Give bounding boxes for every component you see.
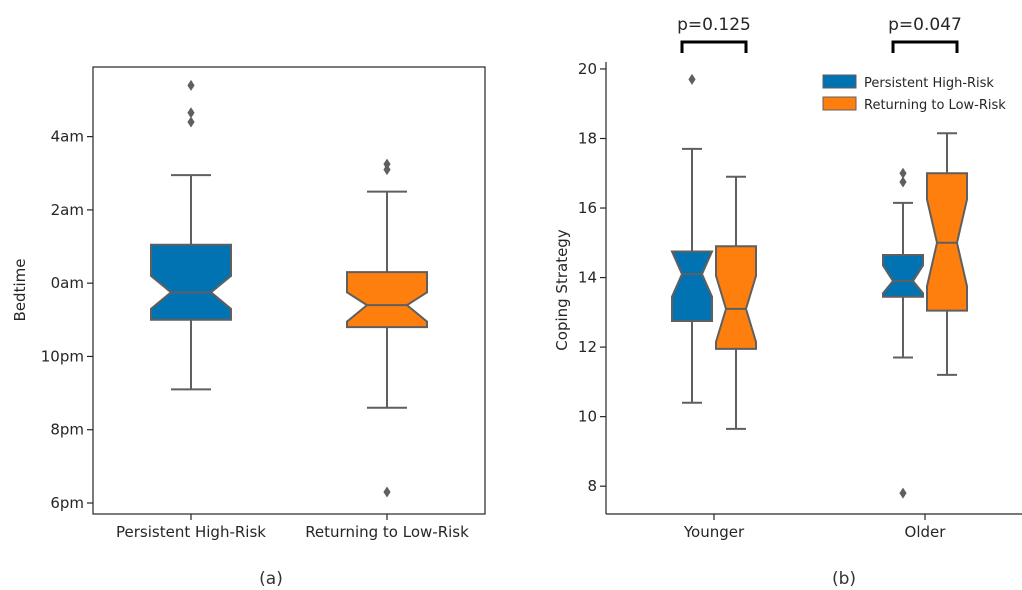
panel-b-axis-spines — [605, 62, 1022, 515]
p-value-label: p=0.047 — [888, 15, 962, 35]
panel-a-axes-frame — [92, 66, 486, 515]
panel-a-persistent-high-risk-outlier — [187, 107, 195, 119]
panel-b-y-tick-label: 16 — [578, 199, 597, 217]
panel-a-y-ticks: 6pm 8pm 10pm 0am 2am 4am — [41, 128, 93, 512]
panel-b-y-tick-label: 8 — [587, 477, 597, 495]
panel-b-y-tick-label: 12 — [578, 338, 597, 356]
panel-b-y-ticks: 8 10 12 14 16 18 20 — [578, 60, 606, 495]
panel-b-persistent-high-risk-younger-notched-box — [670, 250, 714, 323]
panel-a-boxes — [150, 79, 428, 498]
panel-b-coping-chart: 8 10 12 14 16 18 20 Younger Older p=0.125 p=0.04… — [553, 15, 1022, 589]
legend-swatch-persistent-high-risk — [822, 74, 857, 89]
legend-swatch-returning-to-low-risk — [822, 96, 857, 111]
significance-bracket — [891, 40, 959, 53]
panel-b-boxes — [670, 73, 968, 499]
legend-label-returning-to-low-risk: Returning to Low-Risk — [864, 98, 1006, 113]
panel-a-x-tick-label: Returning to Low-Risk — [305, 523, 469, 541]
panel-b-legend: Persistent High-Risk Returning to Low-Ri… — [822, 74, 1006, 113]
panel-a-y-tick-label: 4am — [51, 128, 84, 146]
p-value-label: p=0.125 — [677, 15, 751, 35]
panel-a-y-tick-label: 8pm — [50, 421, 84, 439]
panel-a-returning-to-low-risk-box — [346, 158, 428, 498]
panel-a-persistent-high-risk-outlier — [187, 116, 195, 128]
panel-a-y-tick-label: 0am — [51, 274, 84, 292]
panel-b-persistent-high-risk-older-outlier — [899, 167, 907, 179]
panel-b-x-tick-label: Younger — [683, 523, 745, 541]
panel-a-x-ticks: Persistent High-Risk Returning to Low-Ris… — [116, 514, 469, 541]
panel-a-returning-to-low-risk-outlier — [383, 486, 391, 498]
panel-a-returning-to-low-risk-outlier — [383, 158, 391, 170]
panel-b-x-ticks: Younger Older — [683, 514, 946, 541]
panel-b-returning-to-low-risk-younger-box — [715, 175, 757, 430]
panel-b-persistent-high-risk-older-notched-box — [882, 253, 924, 298]
panel-a-returning-to-low-risk-notched-box — [346, 271, 428, 329]
panel-b-persistent-high-risk-younger-box — [670, 73, 714, 404]
panel-b-significance-brackets: p=0.125 p=0.047 — [677, 15, 962, 53]
panel-a-persistent-high-risk-notched-box — [150, 243, 232, 321]
panel-a-persistent-high-risk-outlier — [187, 79, 195, 91]
legend-label-persistent-high-risk: Persistent High-Risk — [864, 76, 994, 91]
panel-b-returning-to-low-risk-older-box — [926, 132, 968, 376]
panel-a-bedtime-chart: 6pm 8pm 10pm 0am 2am 4am Persistent High-Risk… — [11, 66, 486, 589]
panel-b-caption: (b) — [832, 569, 856, 589]
significance-bracket — [680, 40, 748, 53]
panel-b-returning-to-low-risk-younger-notched-box — [715, 245, 757, 350]
panel-a-y-tick-label: 6pm — [50, 494, 84, 512]
panel-a-persistent-high-risk-box — [150, 79, 232, 391]
panel-b-y-axis-label: Coping Strategy — [553, 229, 571, 351]
panel-a-y-tick-label: 2am — [51, 201, 84, 219]
panel-b-y-tick-label: 18 — [578, 129, 597, 147]
panel-b-persistent-high-risk-younger-outlier — [688, 73, 696, 85]
panel-a-y-tick-label: 10pm — [41, 347, 84, 365]
panel-b-persistent-high-risk-older-outlier — [899, 487, 907, 499]
panel-a-y-axis-label: Bedtime — [11, 259, 29, 322]
panel-a-caption: (a) — [259, 569, 283, 589]
panel-b-persistent-high-risk-older-box — [882, 167, 924, 499]
panel-b-y-tick-label: 14 — [578, 269, 597, 287]
panel-a-x-tick-label: Persistent High-Risk — [116, 523, 266, 541]
panel-b-y-tick-label: 20 — [578, 60, 597, 78]
panel-b-y-tick-label: 10 — [578, 408, 597, 426]
panel-b-x-tick-label: Older — [905, 523, 947, 541]
panel-b-persistent-high-risk-older-outlier — [899, 176, 907, 188]
